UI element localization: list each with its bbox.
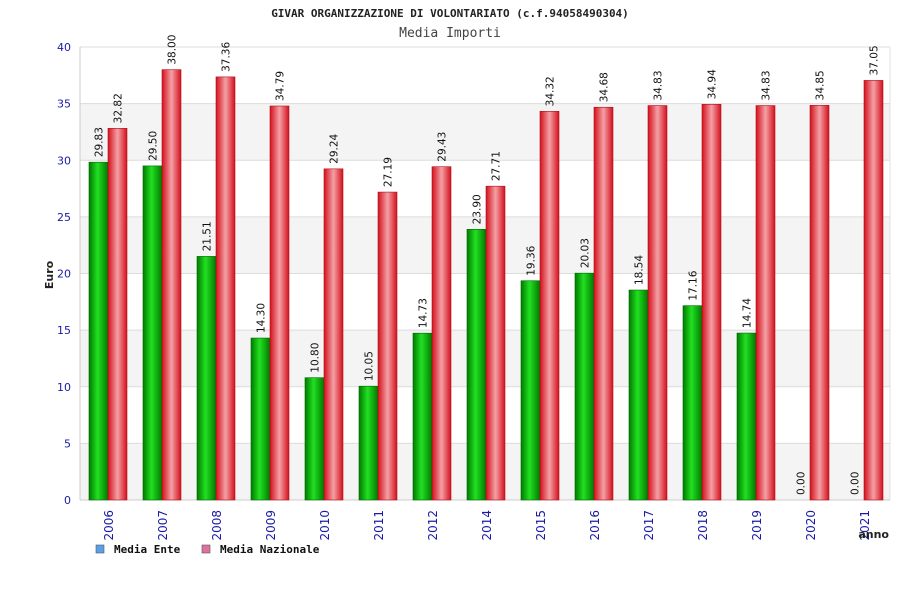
x-tick-label: 2011 xyxy=(372,510,386,541)
plot-band xyxy=(80,103,890,161)
bar-media-nazionale-2018 xyxy=(701,104,722,501)
bar-media-nazionale-2010 xyxy=(323,168,344,501)
bar-media-nazionale-2011 xyxy=(377,191,398,501)
data-label: 34.68 xyxy=(599,72,611,102)
x-axis-ticks: 2006 2007 2008 2009 2010 2011 2012 2014 2015 2016… xyxy=(102,510,872,541)
plot-band xyxy=(80,160,890,217)
bar-media-ente-2016 xyxy=(574,272,595,501)
data-labels-group: 29.83 29.50 21.51 14.30 10.80 10.05 14.73 23.90… xyxy=(94,35,881,495)
bar-media-nazionale-2020 xyxy=(809,105,830,501)
bar-media-ente-2015 xyxy=(520,280,541,501)
bar-media-nazionale-2012 xyxy=(431,166,452,501)
data-label: 17.16 xyxy=(688,270,700,300)
x-tick-label: 2015 xyxy=(534,510,548,541)
data-label: 34.32 xyxy=(545,76,557,106)
bar-media-ente-2012 xyxy=(412,332,433,501)
chart-subtitle: Media Importi xyxy=(399,26,501,41)
legend-swatch xyxy=(201,544,211,554)
bar-media-ente-2017 xyxy=(628,289,649,501)
data-label: 34.83 xyxy=(761,70,773,100)
bars-group xyxy=(88,69,884,501)
data-label: 29.50 xyxy=(148,131,160,161)
data-label: 32.82 xyxy=(113,93,125,123)
x-tick-label: 2006 xyxy=(102,510,116,541)
bar-media-nazionale-2015 xyxy=(539,111,560,501)
bar-media-ente-2014 xyxy=(466,229,487,501)
y-tick-label: 35 xyxy=(57,98,71,111)
legend-item-label: Media Nazionale xyxy=(220,543,320,556)
data-label: 29.43 xyxy=(437,132,449,162)
bar-media-ente-2006 xyxy=(88,161,109,501)
x-tick-label: 2009 xyxy=(264,510,278,541)
data-label: 29.83 xyxy=(94,127,106,157)
x-axis-label: anno xyxy=(858,528,889,541)
y-tick-label: 10 xyxy=(57,381,71,394)
x-tick-label: 2018 xyxy=(696,510,710,541)
data-label: 21.51 xyxy=(202,221,214,251)
y-tick-label: 0 xyxy=(64,494,71,507)
data-label: 29.24 xyxy=(329,133,341,163)
x-tick-label: 2014 xyxy=(480,510,494,541)
data-label: 0.00 xyxy=(850,472,862,495)
x-tick-label: 2007 xyxy=(156,510,170,541)
bar-media-nazionale-2006 xyxy=(107,128,128,501)
data-label: 37.36 xyxy=(221,42,233,72)
data-label: 14.30 xyxy=(256,303,268,333)
bar-media-nazionale-2014 xyxy=(485,185,506,501)
bar-media-ente-2011 xyxy=(358,385,379,501)
data-label: 23.90 xyxy=(472,194,484,224)
bar-media-ente-2018 xyxy=(682,305,703,501)
bar-media-ente-2008 xyxy=(196,256,217,501)
bar-media-nazionale-2008 xyxy=(215,76,236,501)
data-label: 34.94 xyxy=(707,69,719,99)
y-tick-label: 20 xyxy=(57,268,71,281)
y-tick-label: 15 xyxy=(57,324,71,337)
bar-media-ente-2009 xyxy=(250,337,271,501)
bar-media-ente-2007 xyxy=(142,165,163,501)
x-tick-label: 2020 xyxy=(804,510,818,541)
bar-media-nazionale-2017 xyxy=(647,105,668,501)
plot-band xyxy=(80,47,890,104)
x-tick-label: 2008 xyxy=(210,510,224,541)
data-label: 34.83 xyxy=(653,70,665,100)
data-label: 34.79 xyxy=(275,71,287,101)
bar-media-nazionale-2016 xyxy=(593,106,614,501)
y-axis-ticks: 0 5 10 15 20 25 30 35 40 xyxy=(57,41,71,507)
y-tick-label: 40 xyxy=(57,41,71,54)
data-label: 14.74 xyxy=(742,298,754,328)
data-label: 18.54 xyxy=(634,255,646,285)
legend: Media Ente Media Nazionale xyxy=(95,543,320,556)
bar-media-ente-2019 xyxy=(736,332,757,501)
x-tick-label: 2017 xyxy=(642,510,656,541)
x-tick-label: 2016 xyxy=(588,510,602,541)
y-tick-label: 5 xyxy=(64,437,71,450)
data-label: 10.80 xyxy=(310,343,322,373)
data-label: 10.05 xyxy=(364,351,376,381)
x-tick-label: 2010 xyxy=(318,510,332,541)
legend-item-label: Media Ente xyxy=(114,543,181,556)
data-label: 19.36 xyxy=(526,245,538,275)
bar-media-nazionale-2007 xyxy=(161,69,182,501)
bar-media-ente-2010 xyxy=(304,377,325,501)
y-axis-label: Euro xyxy=(43,260,56,289)
bar-media-nazionale-2021 xyxy=(863,80,884,501)
legend-swatch xyxy=(95,544,105,554)
bar-media-nazionale-2019 xyxy=(755,105,776,501)
data-label: 27.71 xyxy=(491,151,503,181)
data-label: 14.73 xyxy=(418,298,430,328)
data-label: 20.03 xyxy=(580,238,592,268)
data-label: 38.00 xyxy=(167,35,179,65)
x-tick-label: 2012 xyxy=(426,510,440,541)
chart-title: GIVAR ORGANIZZAZIONE DI VOLONTARIATO (c.… xyxy=(271,7,629,20)
bar-media-nazionale-2009 xyxy=(269,105,290,501)
data-label: 37.05 xyxy=(869,45,881,75)
x-tick-label: 2021 xyxy=(858,510,872,541)
y-tick-label: 25 xyxy=(57,211,71,224)
data-label: 34.85 xyxy=(815,70,827,100)
x-tick-label: 2019 xyxy=(750,510,764,541)
data-label: 27.19 xyxy=(383,157,395,187)
y-tick-label: 30 xyxy=(57,154,71,167)
data-label: 0.00 xyxy=(796,472,808,495)
